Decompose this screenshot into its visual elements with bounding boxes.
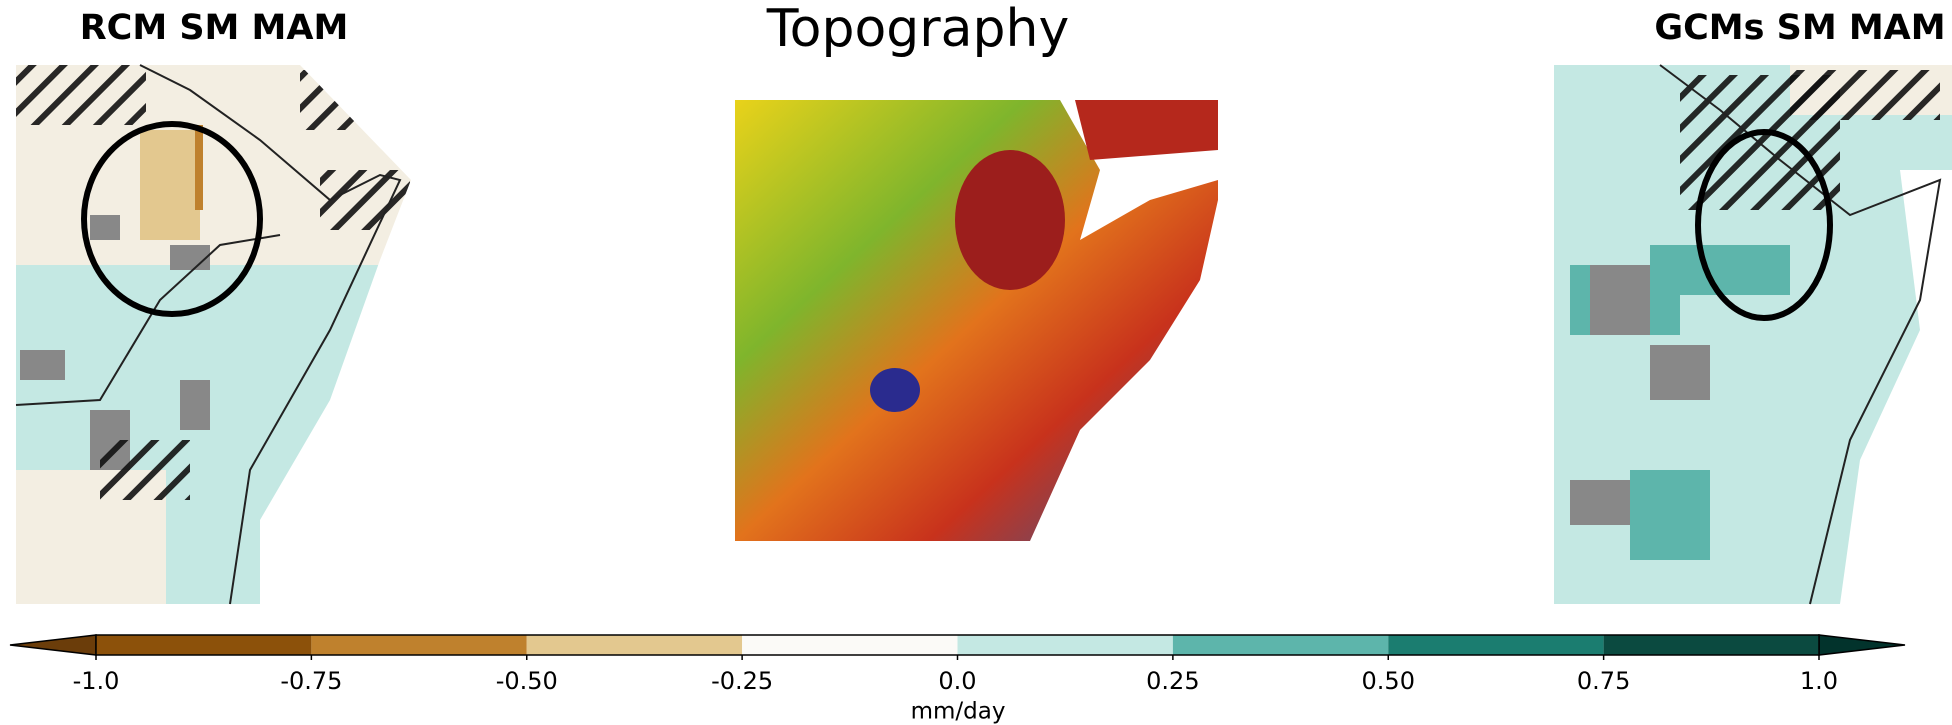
colorbar-tick-label: 0.75 [1577,667,1630,695]
colorbar-segment [1388,635,1604,655]
colorbar-segment [742,635,958,655]
colorbar-tick-label: 0.25 [1146,667,1199,695]
rcm-map [15,64,411,605]
colorbar-segment [526,635,743,655]
colorbar-tick-label: 1.0 [1800,667,1838,695]
panel-title: RCM SM MAM [80,8,349,48]
colorbar-extend-high [1818,634,1906,656]
colorbar-tick-label: -1.0 [73,667,120,695]
colorbar-extend-low [9,634,97,656]
colorbar-tick-label: -0.75 [280,667,342,695]
gcm-map [1554,64,1952,605]
colorbar-tick-label: 0.50 [1362,667,1415,695]
colorbar-tick-label: 0.0 [938,667,976,695]
colorbar: -1.0 -0.75 -0.50 -0.25 0.0 0.25 0.50 0.75 1.0 [9,634,1906,695]
colorbar-segment [311,635,527,655]
colorbar-tick-label: -0.25 [711,667,773,695]
colorbar-segment [1172,635,1389,655]
topography-map [735,100,1218,541]
colorbar-label: mm/day [911,699,1006,725]
panel-title: GCMs SM MAM [1654,8,1945,48]
colorbar-segment [957,635,1173,655]
panel-title: Topography [766,0,1070,59]
colorbar-segment [96,635,312,655]
colorbar-tick-label: -0.50 [496,667,558,695]
colorbar-segment [1603,635,1819,655]
